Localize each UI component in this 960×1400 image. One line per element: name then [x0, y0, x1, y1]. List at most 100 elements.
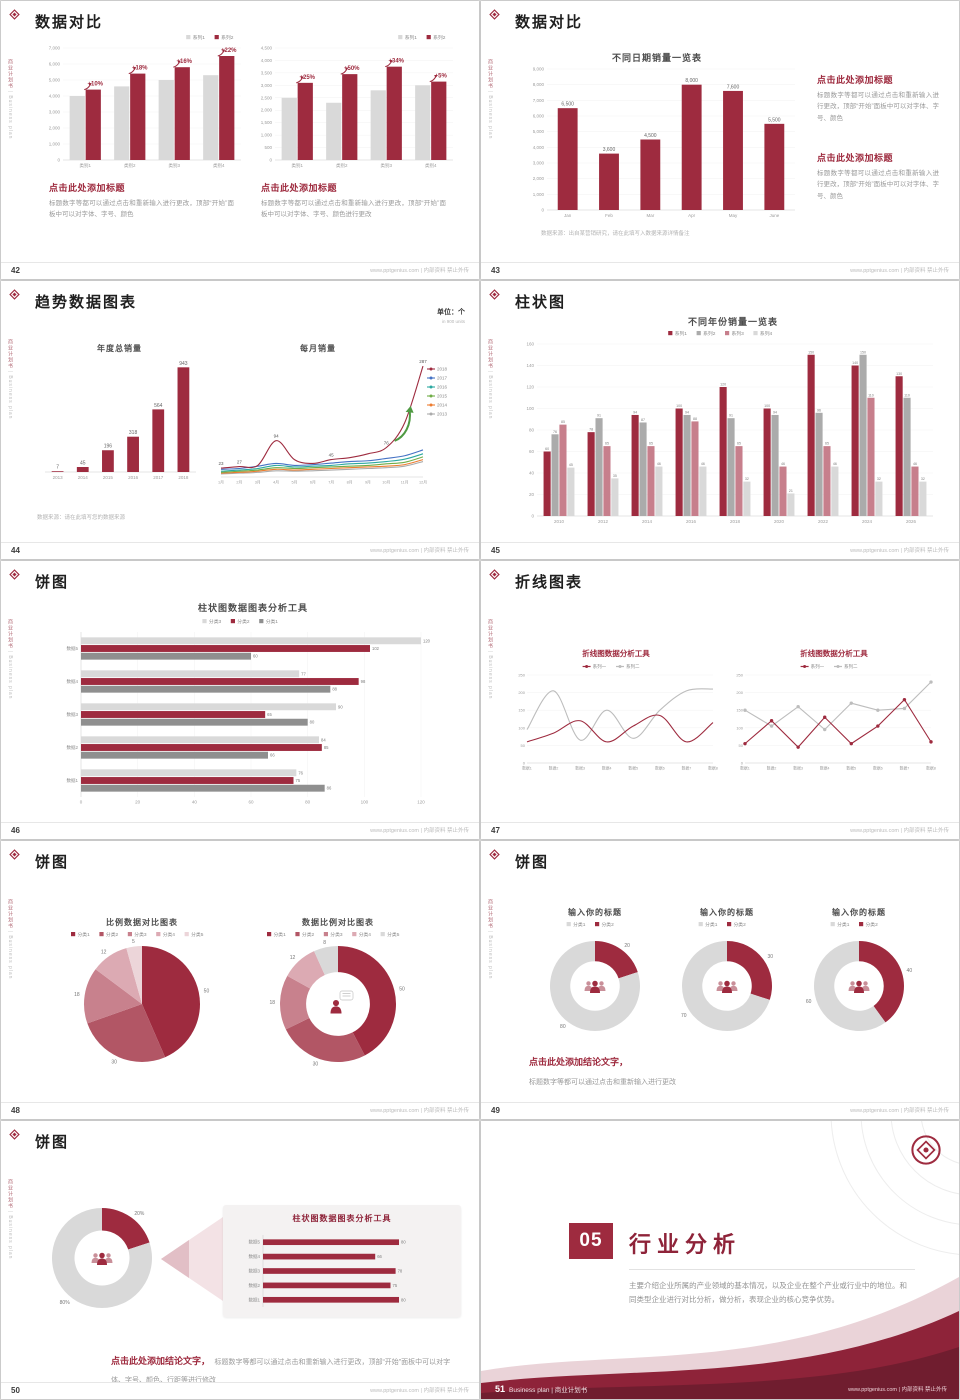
svg-text:+22%: +22%	[221, 48, 237, 54]
svg-text:数据5: 数据5	[628, 766, 638, 771]
svg-text:1,000: 1,000	[261, 133, 273, 138]
sidebar-strip: 商业计划书|Business plan	[1, 561, 27, 839]
svg-text:100: 100	[676, 404, 682, 408]
svg-text:+18%: +18%	[132, 66, 148, 72]
divider-line	[629, 1269, 915, 1270]
svg-text:类别1: 类别1	[291, 162, 303, 169]
brand-logo-icon	[8, 568, 21, 581]
slide-42[interactable]: 商业计划书|Business plan 数据对比 系列1 系列2 7,000 6,00…	[1, 1, 479, 279]
svg-text:88: 88	[693, 417, 697, 421]
svg-text:100: 100	[518, 725, 525, 730]
slide-43[interactable]: 商业计划书|Business plan 数据对比 不同日期销量一览表 9,000…	[481, 1, 959, 279]
svg-text:4月: 4月	[273, 480, 279, 485]
text-block: 点击此处添加标题 标题数字等都可以通过点击和重新输入进行更改，顶部“开始”面板中…	[261, 181, 446, 221]
svg-text:150: 150	[860, 350, 866, 354]
svg-text:2014: 2014	[78, 475, 89, 480]
footer-site-text: www.pptgenius.com | 内部资料 禁止外传	[848, 1387, 947, 1393]
slide-title: 数据对比	[35, 14, 104, 31]
svg-text:60: 60	[545, 447, 549, 451]
svg-text:318: 318	[129, 430, 138, 436]
svg-text:+50%: +50%	[344, 66, 360, 72]
block-body: 标题数字等都可以通过点击和重新输入进行更改，顶部“开始”面板中可以对字体、字号、…	[49, 200, 234, 219]
bar-chart: 9,000 8,000 7,000 6,000 5,000 4,000 3,000 2,000…	[521, 63, 801, 221]
svg-text:类别3: 类别3	[380, 162, 392, 169]
section-number: 05	[569, 1223, 613, 1259]
svg-text:7,600: 7,600	[727, 84, 740, 90]
donut-chart: 分类1 分类2 分类3 分类4 分类5 50 30 18 12 8	[253, 929, 423, 1067]
slide-footer: 51 Business plan | 商业计划书 www.pptgenius.co…	[481, 1381, 959, 1399]
svg-text:2017: 2017	[153, 475, 164, 480]
slide-45[interactable]: 商业计划书|Business plan 柱状图 不同年份销量一览表 系列1 系列2…	[481, 281, 959, 559]
brand-logo-icon	[8, 288, 21, 301]
svg-text:85: 85	[561, 420, 565, 424]
svg-text:45: 45	[569, 463, 573, 467]
horizontal-bar-chart: 数据5 80 数据4 66 数据3 78 数据2 75 数据1 80	[237, 1231, 447, 1309]
svg-text:80%: 80%	[60, 1300, 71, 1306]
slide-48[interactable]: 商业计划书|Business plan 饼图 比例数据对比图表 分类1 分类2 分类…	[1, 841, 479, 1119]
svg-text:数据6: 数据6	[655, 766, 665, 771]
slide-44[interactable]: 商业计划书|Business plan 趋势数据图表 单位：个 in 900 u…	[1, 281, 479, 559]
svg-text:102: 102	[372, 646, 380, 651]
svg-text:2016: 2016	[128, 475, 139, 480]
block-body: 标题数字等都可以通过点击和重新输入进行更改，顶部“开始”面板中可以对字体、字号、…	[261, 200, 446, 219]
svg-text:65: 65	[605, 442, 609, 446]
svg-text:数据2: 数据2	[549, 766, 559, 771]
svg-text:+5%: +5%	[435, 74, 448, 80]
donut-chart: 分类1 分类2 20 80	[539, 919, 651, 1041]
slide-title: 饼图	[35, 1134, 70, 1151]
svg-text:7,000: 7,000	[49, 46, 61, 51]
svg-text:75: 75	[393, 1283, 398, 1288]
donut-chart: 分类1 分类2 40 60	[803, 919, 915, 1041]
svg-text:91: 91	[597, 414, 601, 418]
sidebar-strip: 商业计划书|Business plan	[1, 281, 27, 559]
block-heading: 点击此处添加标题	[817, 75, 894, 85]
line-chart: 折线图数据分析工具 系列一 系列二 250 200 150 100 50 0 数据1 数据2 数据3 数…	[511, 647, 721, 773]
svg-text:65: 65	[737, 442, 741, 446]
footer-site-text: www.pptgenius.com | 内部资料 禁止外传	[370, 1108, 469, 1114]
svg-text:5,500: 5,500	[768, 117, 781, 123]
svg-text:100: 100	[764, 404, 770, 408]
svg-text:30: 30	[313, 1061, 319, 1067]
donut-chart: 分类1 分类2 30 70	[671, 919, 783, 1041]
svg-text:0: 0	[741, 761, 744, 766]
svg-text:数据4: 数据4	[602, 766, 612, 771]
svg-text:21: 21	[789, 489, 793, 493]
svg-text:数据2: 数据2	[248, 1282, 260, 1289]
funnel-shape	[161, 1217, 223, 1301]
svg-text:60: 60	[248, 800, 254, 805]
page-number: 50	[11, 1386, 20, 1395]
slide-49[interactable]: 商业计划书|Business plan 饼图 输入你的标题 分类1 分类2 20 80…	[481, 841, 959, 1119]
page-number: 45	[491, 546, 500, 555]
slide-46[interactable]: 商业计划书|Business plan 饼图 柱状图数据图表分析工具 分类3 分类…	[1, 561, 479, 839]
slide-title: 数据对比	[515, 14, 584, 31]
svg-text:32: 32	[921, 477, 925, 481]
svg-text:120: 120	[417, 800, 425, 805]
section-body: 主要介绍企业所属的产业领域的基本情况，以及企业在整个产业或行业中的地位。和同类型…	[629, 1281, 907, 1304]
svg-text:2022: 2022	[818, 519, 829, 524]
svg-text:2,000: 2,000	[261, 108, 273, 113]
svg-text:Feb: Feb	[605, 213, 613, 218]
panel-title: 柱状图数据图表分析工具	[292, 1214, 392, 1223]
svg-text:数据1: 数据1	[522, 766, 532, 771]
slide-title: 饼图	[515, 854, 550, 871]
svg-text:系列3: 系列3	[732, 330, 745, 337]
slide-50[interactable]: 商业计划书|Business plan 饼图 20% 80% 柱状图数据图表分析工…	[1, 1121, 479, 1399]
svg-text:11月: 11月	[401, 480, 409, 485]
svg-text:2016: 2016	[686, 519, 697, 524]
svg-text:分类2: 分类2	[106, 931, 119, 938]
conclusion-heading: 点击此处添加结论文字，	[529, 1057, 629, 1067]
chart-title: 每月销量	[300, 344, 336, 353]
sidebar-strip: 商业计划书|Business plan	[1, 841, 27, 1119]
slide-51[interactable]: 05 行业分析 主要介绍企业所属的产业领域的基本情况，以及企业在整个产业或行业中…	[481, 1121, 959, 1399]
svg-text:类别4: 类别4	[213, 162, 225, 169]
svg-text:2013: 2013	[437, 412, 448, 417]
svg-text:系列二: 系列二	[626, 663, 640, 670]
svg-text:0: 0	[57, 158, 60, 163]
slide-footer: 42 www.pptgenius.com | 内部资料 禁止外传	[1, 262, 479, 279]
slide-47[interactable]: 商业计划书|Business plan 折线图表 折线图数据分析工具 系列一 系列二…	[481, 561, 959, 839]
svg-text:分类3: 分类3	[209, 618, 222, 625]
svg-text:3月: 3月	[255, 480, 261, 485]
svg-text:46: 46	[701, 462, 705, 466]
bar-chart: 2013 7 2014 45 2015 196 2016 318 2017 564 2018 943	[37, 355, 202, 483]
